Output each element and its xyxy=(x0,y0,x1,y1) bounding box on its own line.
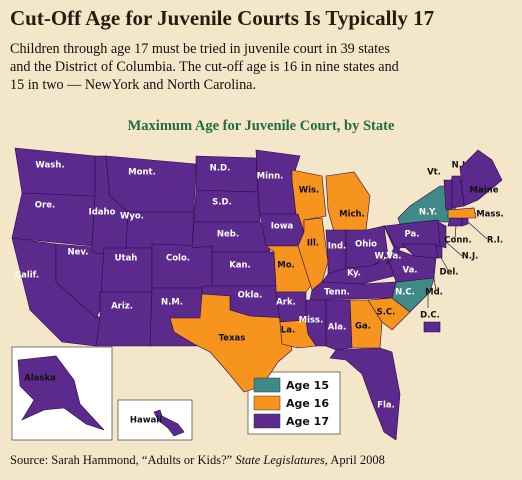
title: Cut-Off Age for Juvenile Courts Is Typic… xyxy=(10,6,435,30)
state xyxy=(309,281,397,301)
state-label: N.C. xyxy=(395,288,415,298)
subtitle-line: and the District of Columbia. The cut-of… xyxy=(10,59,399,75)
state-label: Nev. xyxy=(68,248,89,258)
leader-line xyxy=(439,255,449,271)
state-label: Ga. xyxy=(355,322,371,332)
state-label: Ariz. xyxy=(111,302,133,312)
state xyxy=(169,293,293,393)
state-label: Ark. xyxy=(276,298,296,308)
subtitle-line: Children through age 17 must be tried in… xyxy=(10,41,390,57)
state-label: Tenn. xyxy=(324,288,350,298)
state-label: Pa. xyxy=(405,230,420,240)
state-label: Fla. xyxy=(377,401,395,411)
legend-label: Age 15 xyxy=(286,379,329,392)
state-label: Ind. xyxy=(328,242,347,252)
state-label: Colo. xyxy=(166,254,190,264)
state xyxy=(367,297,411,331)
state xyxy=(153,409,185,437)
state-label: D.C. xyxy=(420,311,440,321)
state-label: Miss. xyxy=(299,316,324,326)
state xyxy=(95,291,153,347)
state-label: Hawaii xyxy=(130,416,162,426)
state-label: Calif. xyxy=(15,271,39,281)
state-label: Ala. xyxy=(328,323,346,333)
state-label: Wyo. xyxy=(120,212,144,222)
state-label: Maine xyxy=(470,186,499,196)
state xyxy=(325,299,353,351)
state-label: Ky. xyxy=(347,269,361,279)
state-label: Kan. xyxy=(229,261,251,271)
state-label: Okla. xyxy=(238,291,263,301)
state xyxy=(387,249,437,283)
state xyxy=(325,171,371,233)
subtitle: Children through age 17 must be tried in… xyxy=(10,40,399,94)
legend-label: Age 16 xyxy=(286,397,329,410)
leader-line xyxy=(467,221,488,240)
legend-swatch xyxy=(253,395,281,411)
state-label: Wash. xyxy=(35,161,64,171)
state-label: Minn. xyxy=(257,172,284,182)
state-label: N.J. xyxy=(462,252,479,262)
state-label: Neb. xyxy=(217,230,239,240)
state-label: Conn. xyxy=(444,236,471,246)
legend-label: Age 17 xyxy=(286,415,329,428)
state xyxy=(321,257,395,285)
state xyxy=(195,155,259,193)
state xyxy=(437,221,447,249)
state-label: Alaska xyxy=(24,374,56,384)
state xyxy=(459,149,503,207)
state-label: Idaho xyxy=(89,208,116,218)
legend-swatch xyxy=(253,413,281,429)
leader-line xyxy=(445,241,463,257)
state-label: Iowa xyxy=(271,222,294,232)
subtitle-line: 15 in two — NewYork and North Carolina. xyxy=(10,77,257,93)
state xyxy=(151,243,213,289)
state-label: Mo. xyxy=(277,261,295,271)
state xyxy=(349,299,383,349)
state-label: Ill. xyxy=(307,239,319,249)
state-label: Del. xyxy=(440,268,459,278)
state xyxy=(325,229,347,275)
state xyxy=(14,147,96,197)
source-publication: State Legislatures xyxy=(235,453,325,467)
state-label: Mass. xyxy=(476,210,504,220)
state-label: N.Y. xyxy=(419,208,437,218)
state-label: N.M. xyxy=(161,298,183,308)
source-text: Source: Sarah Hammond, “Adults or Kids?” xyxy=(10,453,236,467)
state-label: Ohio xyxy=(355,240,377,250)
leader-line xyxy=(454,225,457,239)
state-label: Mich. xyxy=(339,210,365,220)
map-title: Maximum Age for Juvenile Court, by State xyxy=(127,118,395,134)
state-label: S.C. xyxy=(377,308,396,318)
state-label: Vt. xyxy=(427,168,441,178)
state xyxy=(447,217,463,227)
state xyxy=(329,347,401,441)
state-label: Md. xyxy=(425,288,443,298)
state-label: S.D. xyxy=(212,198,232,208)
state xyxy=(17,355,105,431)
source-text: , April 2008 xyxy=(324,453,385,467)
state-label: Ore. xyxy=(35,201,55,211)
state xyxy=(447,207,477,219)
state-label: La. xyxy=(281,326,295,336)
state-label: R.I. xyxy=(487,236,503,246)
state xyxy=(423,321,441,333)
source: Source: Sarah Hammond, “Adults or Kids?”… xyxy=(10,453,385,468)
state-label: Utah xyxy=(115,254,138,264)
state-label: N.H. xyxy=(452,161,473,171)
state-label: N.D. xyxy=(210,164,231,174)
state-label: Va. xyxy=(402,266,417,276)
state xyxy=(461,217,469,227)
state-label: Wis. xyxy=(299,186,320,196)
state-label: W.Va. xyxy=(375,252,402,262)
legend-swatch xyxy=(253,377,281,393)
state xyxy=(105,155,197,213)
state-label: Texas xyxy=(219,334,246,344)
state xyxy=(391,277,435,313)
state-label: Mont. xyxy=(128,168,156,178)
